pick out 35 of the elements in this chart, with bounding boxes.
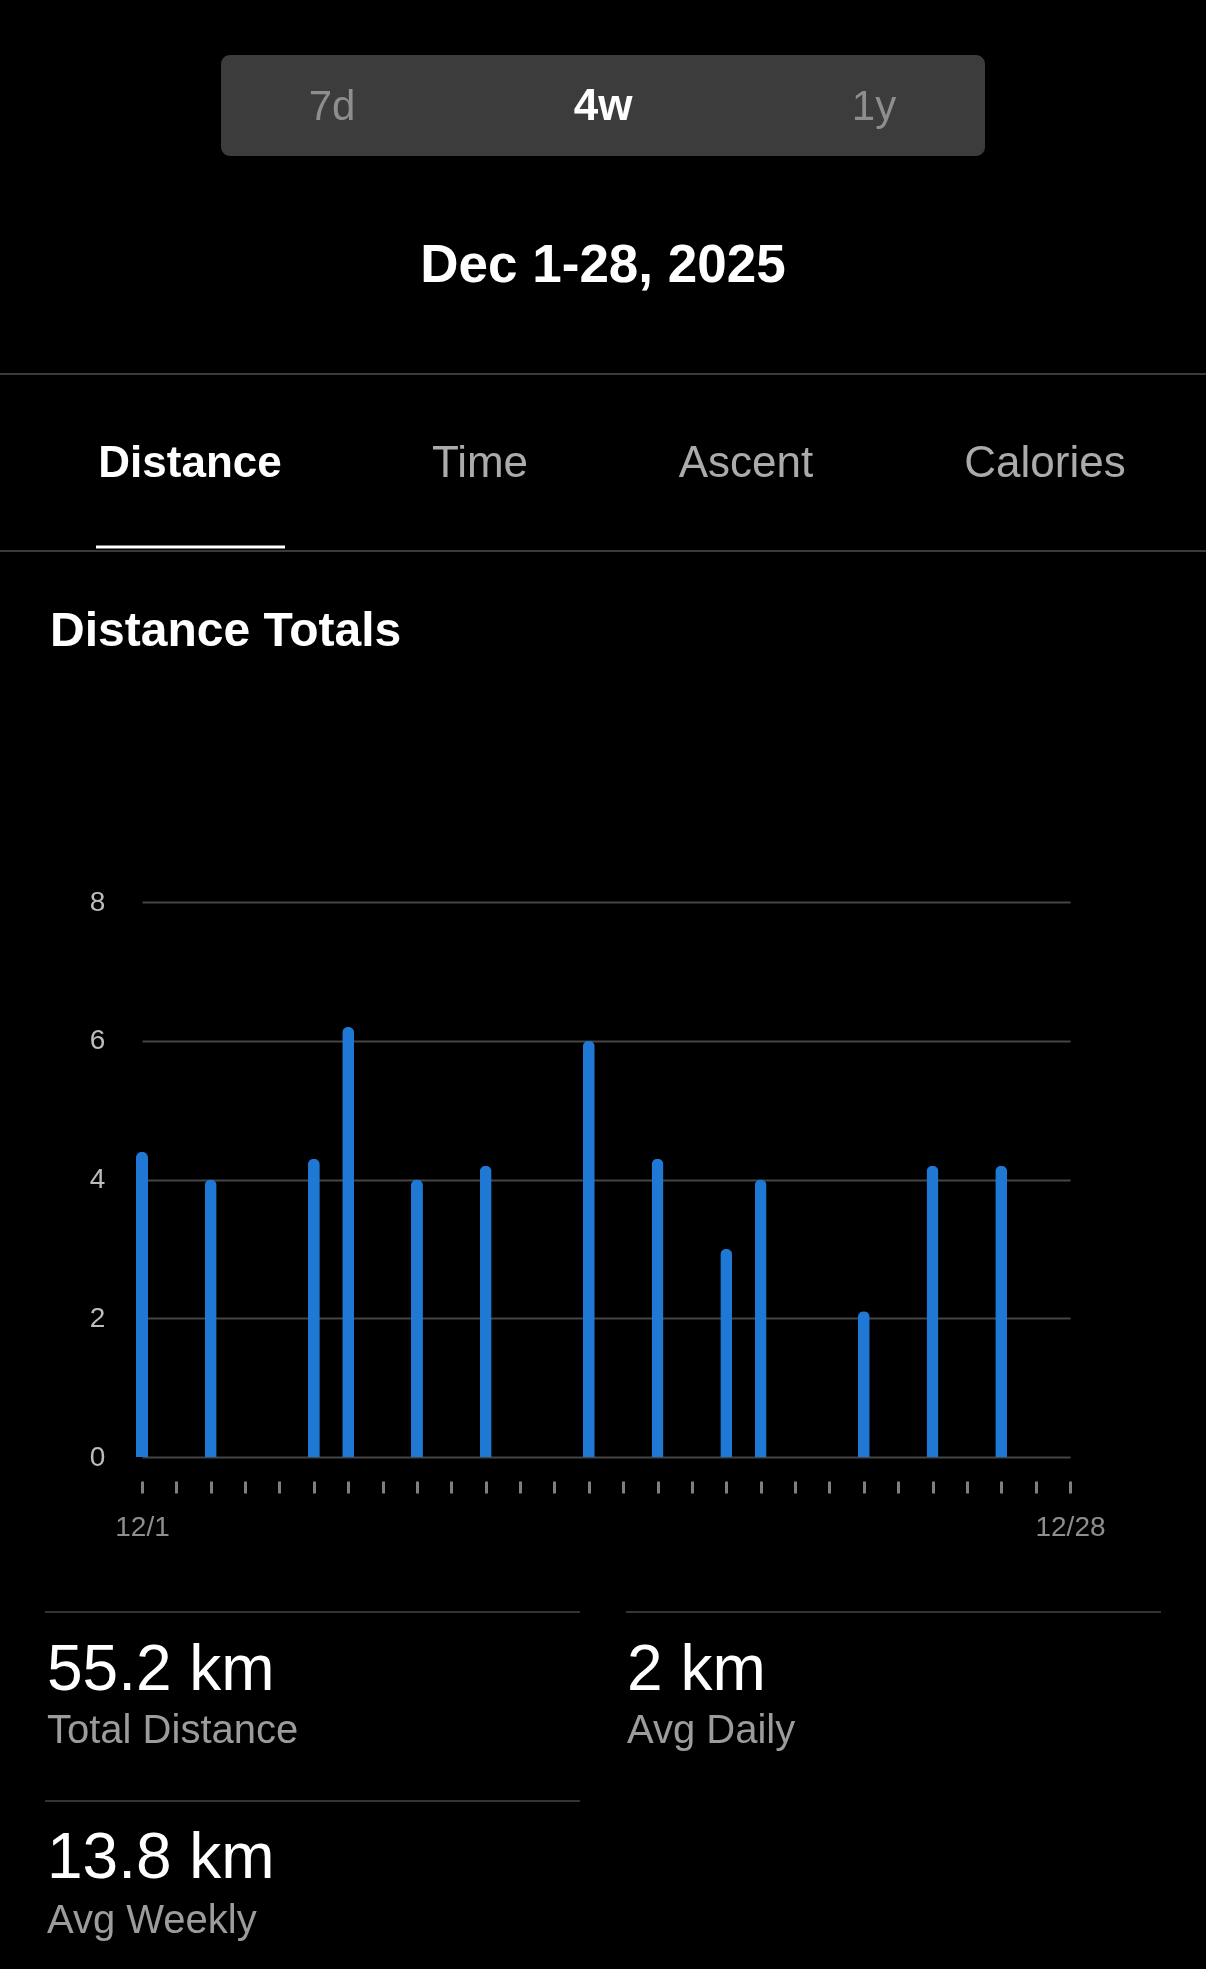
bar (479, 1165, 492, 1457)
bar (342, 1026, 355, 1457)
y-tick-label: 2 (89, 1301, 106, 1333)
text: Calories (964, 437, 1126, 486)
y-tick-label: 0 (89, 1440, 106, 1472)
y-tick-label: 6 (89, 1024, 106, 1056)
text: Time (431, 437, 529, 486)
bar (582, 1040, 595, 1457)
bar (651, 1158, 664, 1457)
chart-title: Distance Totals (50, 603, 402, 656)
bar (754, 1179, 767, 1457)
text: 55.2 km (47, 1632, 275, 1704)
text: Avg Daily (627, 1707, 796, 1751)
bar (136, 1151, 148, 1457)
text: Avg Weekly (47, 1897, 257, 1941)
text: 4w (573, 80, 634, 129)
bar (857, 1311, 870, 1457)
text: 2 km (627, 1632, 766, 1704)
text: 7d (308, 82, 356, 129)
text: Ascent (678, 437, 814, 486)
y-tick-label: 8 (89, 885, 106, 917)
bar (307, 1158, 320, 1457)
text: 13.8 km (47, 1820, 275, 1892)
y-tick-label: 4 (89, 1163, 106, 1194)
bar (204, 1179, 217, 1457)
bar (926, 1165, 939, 1457)
text: 1y (851, 82, 897, 129)
text: Dec 1-28, 2025 (420, 234, 786, 293)
bar (995, 1165, 1008, 1457)
bar (410, 1179, 423, 1457)
text: Total Distance (47, 1707, 299, 1751)
x-tick-label: 12/1 (115, 1510, 170, 1542)
bar (720, 1248, 733, 1457)
text: Distance (98, 437, 282, 486)
x-tick-label: 12/28 (1035, 1510, 1106, 1542)
